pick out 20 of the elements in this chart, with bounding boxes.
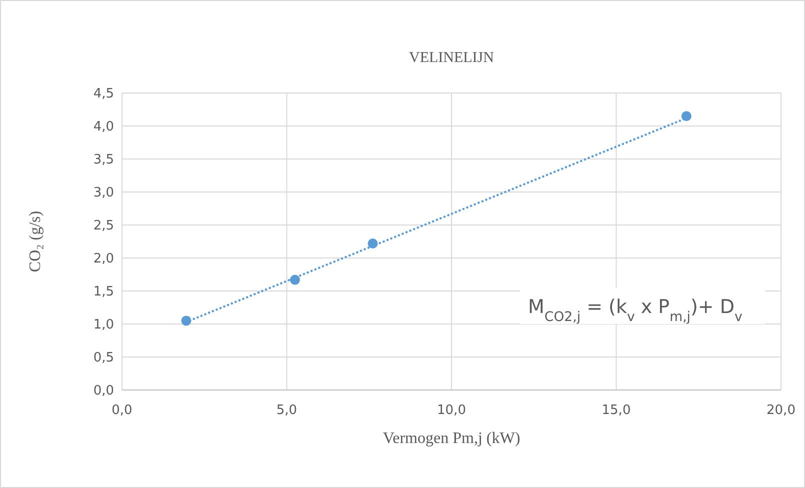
x-axis-title: Vermogen Pm,j (kW)	[382, 430, 520, 447]
y-tick-label: 2,0	[93, 252, 114, 267]
annotation: M$_{CO2,j}$ = (k$_{v}$ x P$_{m,j}$)+ D$_{v}$	[528, 296, 743, 324]
x-tick-label: 5,0	[276, 403, 298, 418]
x-tick-label: 10,0	[437, 403, 466, 418]
x-tick-label: 15,0	[602, 403, 631, 418]
y-tick-label: 0,0	[93, 384, 114, 399]
y-tick-label: 4,0	[93, 120, 114, 135]
y-tick-label: 1,0	[93, 318, 114, 333]
y-tick-label: 3,5	[93, 152, 114, 168]
y-tick-label: 3,0	[93, 186, 114, 201]
y-axis-title: CO₂ (g/s)	[27, 210, 44, 272]
y-tick-label: 2,5	[93, 218, 114, 234]
y-tick-label: 1,5	[93, 284, 114, 300]
y-tick-label: 4,5	[93, 86, 114, 102]
y-tick-label: 0,5	[93, 350, 114, 366]
chart-title: VELINELIJN	[409, 50, 494, 66]
point	[681, 111, 692, 122]
x-tick-label: 0,0	[112, 403, 132, 418]
x-tick-label: 20,0	[766, 403, 796, 418]
